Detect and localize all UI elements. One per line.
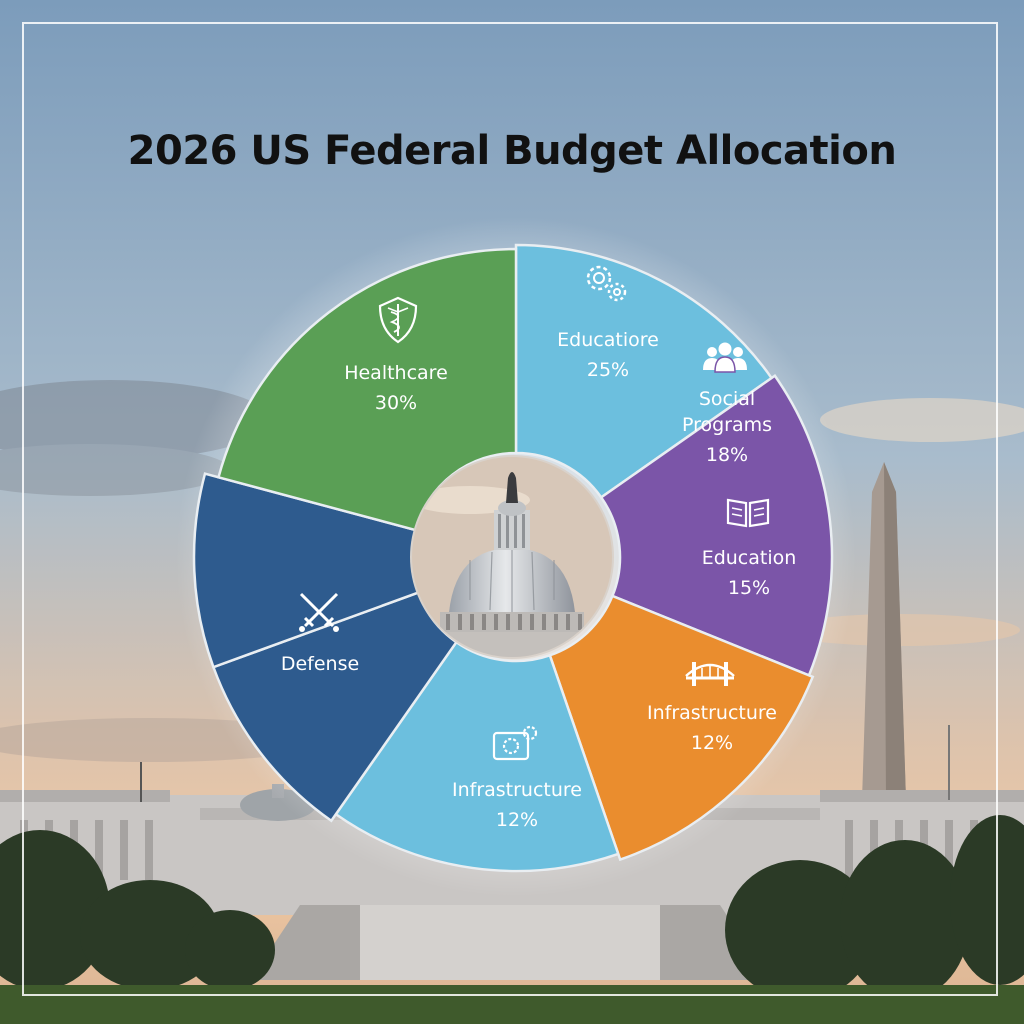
people-icon [703, 342, 747, 373]
slice-label: Social Programs [682, 388, 772, 436]
slice-label: Infrastructure [647, 702, 777, 724]
book-icon [726, 498, 770, 528]
pie-slice-educatiore-0 [514, 243, 774, 500]
trees [0, 815, 1024, 1000]
slice-value: 12% [691, 732, 733, 754]
slice-label: Healthcare [344, 362, 448, 384]
center-capitol-dome [410, 455, 614, 659]
slice-label: Education [702, 547, 797, 569]
gears-icon [586, 265, 627, 302]
crossed-swords-icon [299, 592, 339, 632]
monument [862, 462, 906, 800]
slice-label: Educatiore [557, 329, 659, 351]
pie-slice-social-programs-1 [599, 374, 834, 678]
bridge-icon [685, 662, 735, 686]
chart-title: 2026 US Federal Budget Allocation [127, 128, 897, 174]
pie-slice-infrastructure-3 [334, 640, 620, 873]
slice-value: 15% [728, 577, 770, 599]
gear-machine-icon [492, 725, 538, 761]
slice-value: 18% [706, 444, 748, 466]
caduceus-shield-icon [378, 296, 418, 344]
slice-value: 12% [496, 809, 538, 831]
lawn [0, 985, 1024, 1024]
donut-chart: Educatiore 25% Social Programs 18% Education 1… [192, 243, 834, 873]
slice-value: 30% [375, 392, 417, 414]
slice-label: Infrastructure [452, 779, 582, 801]
pie-slice-education-2 [548, 594, 815, 862]
slice-label: Defense [281, 653, 359, 675]
slice-value: 25% [587, 359, 629, 381]
